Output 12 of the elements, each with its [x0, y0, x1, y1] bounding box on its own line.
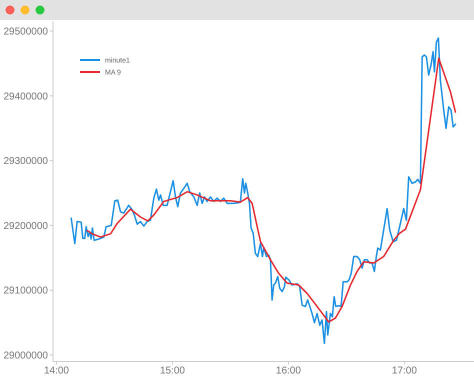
y-tick-label: 29400000 [4, 91, 48, 102]
y-tick-label: 29500000 [4, 26, 48, 38]
y-tick-label: 29200000 [4, 220, 48, 232]
y-tick-label: 29100000 [4, 286, 48, 297]
line-series [86, 57, 456, 323]
x-tick-label: 16:00 [276, 366, 302, 376]
y-tick-label: 29000000 [4, 350, 48, 362]
x-tick-label: 14:00 [44, 366, 70, 376]
y-tick-label: 29300000 [4, 156, 48, 168]
line-series [70, 37, 456, 344]
x-tick-label: 17:00 [392, 366, 418, 376]
x-tick-label: 15:00 [160, 366, 186, 376]
